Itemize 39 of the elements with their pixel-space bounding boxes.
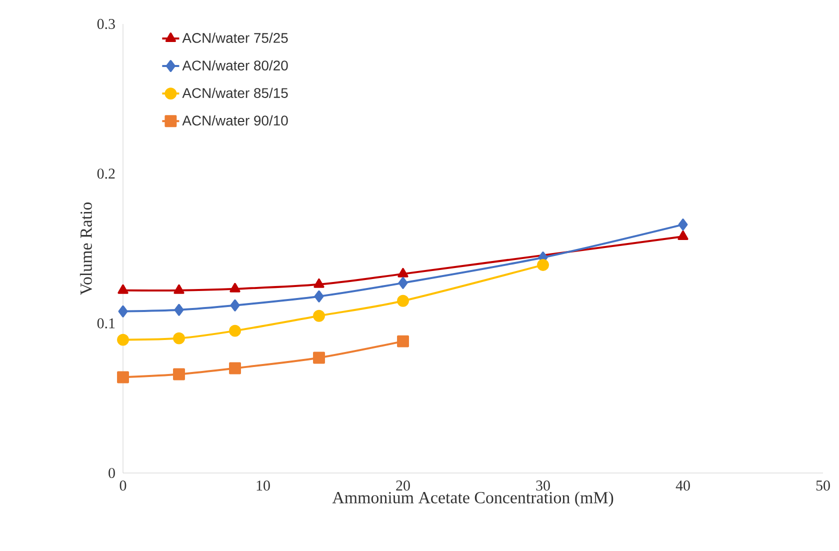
point [398,268,408,278]
y-tick-label: 0 [108,468,115,478]
point [230,299,240,312]
point [397,294,409,307]
point [314,290,324,302]
x-tick-label: 10 [256,480,270,491]
point [398,276,408,289]
x-tick-label: 20 [396,480,410,491]
point [173,332,185,344]
point [678,230,688,240]
point [174,304,184,316]
point [229,324,241,337]
point [174,284,184,294]
point [230,282,240,292]
x-tick-label: 30 [536,480,550,491]
x-axis-title: Ammonium Acetate Concentration (mM) [332,491,614,507]
point [117,334,129,346]
legend-label: ACN/water 85/15 [182,88,288,98]
point [313,352,325,364]
point [397,335,409,348]
point [313,310,325,322]
x-tick-label: 50 [816,480,830,491]
point [117,371,129,384]
legend-label: ACN/water 80/20 [182,60,288,70]
x-tick-label: 0 [120,480,126,491]
point [678,218,688,231]
legend-label: ACN/water 90/10 [182,115,288,126]
point [118,284,128,294]
point [314,278,324,288]
y-tick-label: 0.2 [97,168,115,179]
legend-label: ACN/water 75/25 [182,32,288,43]
x-tick-label: 40 [676,480,690,491]
point [173,368,185,380]
y-tick-label: 0.1 [97,318,115,328]
point [229,362,241,374]
y-tick-label: 0.3 [97,18,115,30]
point [537,258,549,271]
y-axis-title: Volume Ratio [80,202,92,295]
point [118,305,128,318]
